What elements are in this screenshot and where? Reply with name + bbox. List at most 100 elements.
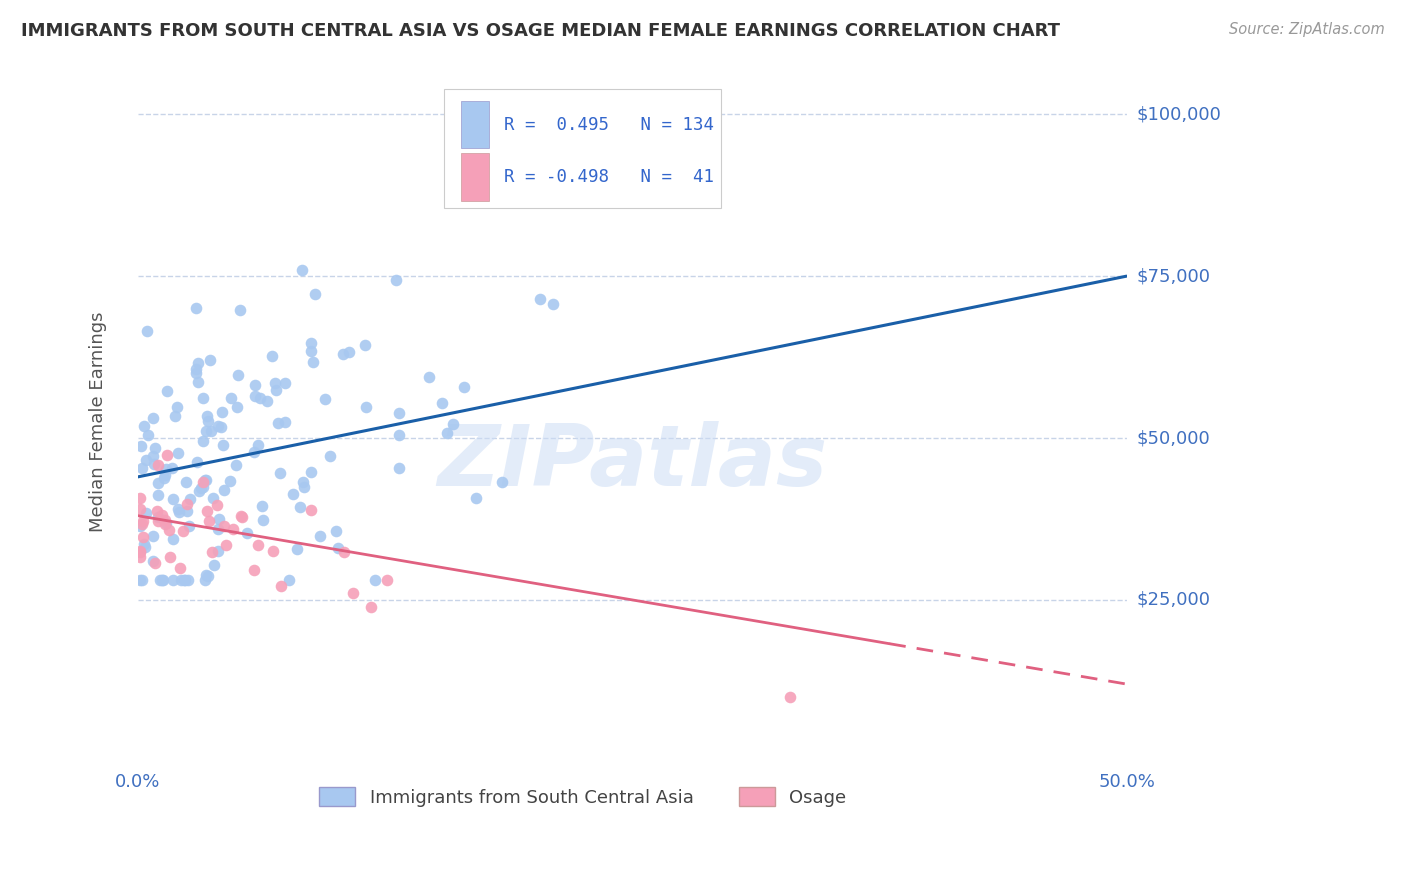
Point [208, 512, 231, 526]
Point [236, 525, 259, 540]
Point [155, 516, 177, 530]
Point [215, 539, 238, 553]
Point [388, 406, 411, 420]
Point [256, 394, 278, 409]
Point [291, 263, 314, 277]
Point [145, 504, 167, 518]
Point [128, 574, 150, 588]
Point [142, 529, 165, 543]
Point [186, 301, 208, 316]
Point [318, 450, 340, 464]
Point [153, 471, 176, 485]
Point [162, 491, 184, 506]
Point [264, 376, 287, 390]
Point [269, 467, 291, 481]
Point [388, 460, 411, 475]
Text: R = -0.498   N =  41: R = -0.498 N = 41 [503, 169, 714, 186]
Point [152, 508, 174, 522]
Point [167, 502, 190, 516]
Point [128, 519, 150, 533]
Point [207, 522, 229, 536]
Point [174, 475, 197, 489]
Point [262, 349, 284, 363]
Point [195, 504, 218, 518]
Point [354, 400, 377, 414]
Point [177, 574, 200, 588]
Point [353, 338, 375, 352]
Point [304, 286, 326, 301]
Point [200, 352, 222, 367]
Point [167, 505, 190, 519]
Point [266, 417, 288, 431]
Point [342, 586, 364, 600]
Point [388, 428, 411, 442]
Point [432, 395, 454, 409]
Point [167, 445, 190, 459]
Point [194, 473, 217, 487]
Point [207, 544, 229, 558]
Point [264, 383, 287, 397]
Point [202, 491, 225, 505]
Point [292, 480, 315, 494]
Point [285, 542, 308, 557]
Point [212, 519, 235, 533]
Point [202, 558, 225, 573]
Point [302, 355, 325, 369]
Point [156, 384, 179, 398]
Point [209, 419, 232, 434]
Text: Median Female Earnings: Median Female Earnings [90, 311, 107, 533]
Point [148, 458, 170, 473]
Point [156, 448, 179, 462]
Point [128, 543, 150, 558]
Point [162, 574, 184, 588]
Point [436, 426, 458, 441]
Point [155, 468, 177, 483]
Point [491, 475, 513, 489]
Point [219, 474, 242, 488]
Point [169, 574, 191, 588]
Point [332, 347, 354, 361]
Point [148, 574, 170, 588]
Point [418, 369, 440, 384]
Point [191, 434, 214, 448]
Point [142, 554, 165, 568]
Point [131, 530, 153, 544]
Text: ZIPatlas: ZIPatlas [437, 421, 827, 504]
Point [131, 517, 153, 532]
Point [337, 345, 360, 359]
Point [193, 480, 215, 494]
Point [132, 514, 155, 528]
Point [142, 457, 165, 471]
Point [194, 473, 217, 487]
Point [299, 503, 322, 517]
Point [135, 324, 157, 338]
Point [131, 461, 153, 475]
Point [299, 336, 322, 351]
Point [243, 445, 266, 459]
Point [186, 362, 208, 376]
Legend: Immigrants from South Central Asia, Osage: Immigrants from South Central Asia, Osag… [312, 780, 853, 814]
Point [135, 453, 157, 467]
Point [187, 356, 209, 370]
Point [364, 574, 387, 588]
Point [176, 497, 198, 511]
Point [142, 449, 165, 463]
Point [166, 401, 188, 415]
Point [325, 524, 347, 538]
Point [231, 509, 253, 524]
Point [309, 528, 332, 542]
Point [187, 484, 209, 499]
Point [195, 568, 218, 582]
Point [153, 517, 176, 532]
Point [291, 475, 314, 489]
Point [200, 424, 222, 438]
Point [247, 438, 270, 452]
Point [299, 465, 322, 479]
Point [243, 389, 266, 403]
Point [146, 510, 169, 524]
Point [173, 574, 195, 588]
Point [157, 523, 180, 537]
Point [176, 504, 198, 518]
Point [138, 427, 160, 442]
Point [375, 573, 398, 587]
